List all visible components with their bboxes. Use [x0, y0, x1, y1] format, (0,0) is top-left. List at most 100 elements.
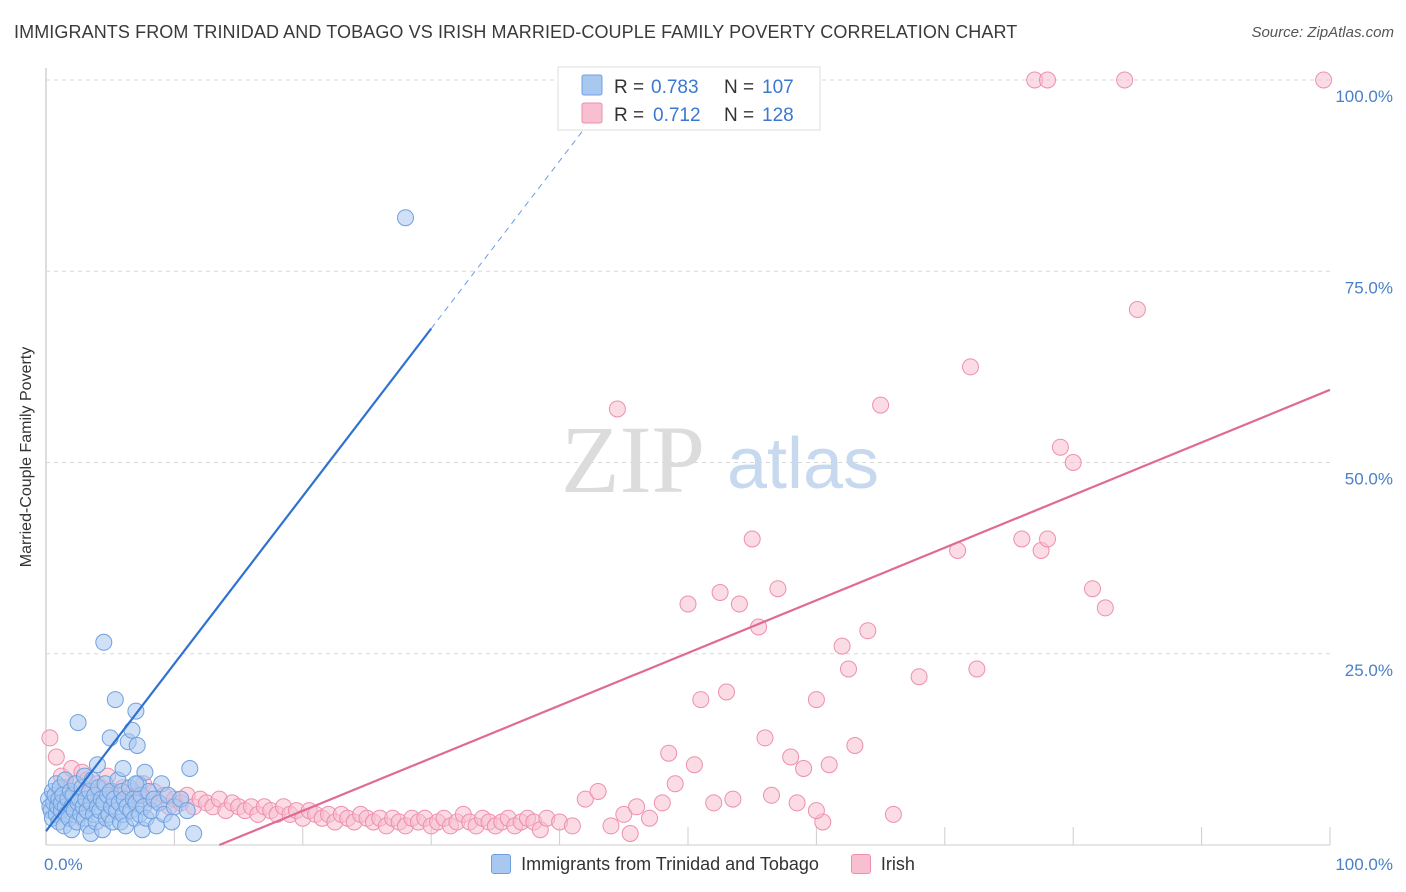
tick-labels: 25.0% 50.0% 75.0% 100.0% 0.0% 100.0% [44, 87, 1393, 874]
irish-point-126 [1096, 599, 1114, 617]
legend-label-irish: Irish [880, 853, 915, 874]
irish-point-1 [47, 748, 65, 766]
irish-point-132 [1315, 71, 1333, 89]
irish-point-89 [621, 825, 639, 842]
legend-r-label-pink: R = [614, 105, 644, 126]
trinidad-point-103 [181, 760, 199, 777]
chart-title: IMMIGRANTS FROM TRINIDAD AND TOBAGO VS I… [14, 22, 1018, 42]
irish-point-124 [1064, 454, 1082, 471]
irish-point-88 [615, 805, 633, 823]
trinidad-point-64 [106, 691, 124, 709]
irish-point-114 [846, 737, 864, 754]
legend-label-trinidad: Immigrants from Trinidad and Tobago [521, 853, 819, 874]
y-axis-label: Married-Couple Family Poverty [18, 346, 35, 568]
legend-swatch-pink [581, 102, 603, 124]
irish-point-95 [679, 595, 697, 613]
trinidad-trendline [45, 327, 433, 832]
irish-point-111 [820, 756, 838, 774]
trinidad-point-99 [163, 813, 181, 831]
irish-point-115 [859, 622, 877, 640]
legend-swatch-trinidad [491, 854, 512, 874]
irish-point-137 [788, 794, 806, 812]
irish-point-102 [730, 595, 748, 613]
irish-point-109 [807, 691, 825, 709]
y-tick-label-0: 25.0% [1345, 661, 1393, 680]
watermark-atlas: atlas [727, 424, 879, 504]
irish-point-103 [743, 530, 761, 548]
irish-point-97 [692, 691, 710, 709]
irish-point-90 [628, 798, 646, 816]
irish-point-94 [666, 775, 684, 793]
irish-point-125 [1084, 580, 1101, 598]
chart-source: Source: ZipAtlas.com [1251, 24, 1394, 41]
irish-point-121 [1013, 530, 1031, 548]
irish-point-85 [576, 790, 594, 808]
trendlines [45, 127, 1331, 847]
legend-r-value-pink: 0.712 [653, 105, 701, 126]
irish-point-0 [41, 729, 59, 747]
irish-point-107 [782, 748, 800, 766]
irish-point-117 [910, 668, 928, 686]
irish-point-99 [711, 584, 729, 601]
trinidad-point-102 [178, 802, 196, 820]
trinidad-point-71 [114, 760, 132, 777]
stats-legend: R = 0.783 N = 107 R = 0.712 N = 128 [557, 66, 821, 131]
bottom-legend: Immigrants from Trinidad and Tobago Iris… [0, 851, 1406, 877]
irish-point-106 [769, 580, 787, 598]
trinidad-trendline-extension [430, 127, 586, 329]
irish-point-134 [807, 802, 825, 820]
trinidad-point-83 [128, 737, 146, 754]
trinidad-point-30 [69, 714, 87, 732]
irish-point-133 [763, 786, 780, 804]
irish-point-136 [884, 805, 902, 823]
trinidad-point-106 [397, 209, 414, 227]
legend-r-label-blue: R = [614, 77, 644, 98]
irish-point-91 [641, 809, 658, 827]
x-tick-label-min: 0.0% [44, 855, 83, 874]
irish-point-86 [589, 783, 607, 800]
irish-point-108 [795, 760, 813, 777]
irish-point-112 [833, 637, 851, 655]
trinidad-points [40, 209, 414, 842]
irish-point-116 [872, 396, 890, 414]
irish-point-135 [608, 400, 626, 418]
irish-point-84 [563, 817, 581, 835]
watermark-zip: ZIP [561, 406, 705, 513]
irish-point-130 [1039, 71, 1056, 89]
trinidad-point-105 [127, 775, 145, 793]
irish-point-87 [602, 817, 620, 835]
y-tick-label-3: 100.0% [1335, 87, 1393, 106]
legend-swatch-blue [581, 74, 603, 96]
x-tick-label-max: 100.0% [1335, 855, 1393, 874]
irish-point-120 [968, 660, 986, 678]
irish-point-92 [653, 794, 671, 812]
legend-swatch-irish [850, 854, 871, 874]
irish-point-93 [660, 744, 678, 762]
trinidad-point-104 [185, 825, 203, 842]
trinidad-point-54 [95, 633, 113, 651]
legend-n-label-blue: N = [724, 77, 754, 98]
legend-item-irish[interactable]: Irish [850, 853, 915, 875]
irish-trendline [218, 388, 1331, 847]
y-tick-label-2: 75.0% [1345, 278, 1393, 297]
legend-r-value-blue: 0.783 [651, 77, 699, 98]
irish-point-105 [756, 729, 774, 747]
irish-point-101 [724, 790, 742, 808]
legend-n-value-blue: 107 [762, 77, 794, 98]
irish-point-123 [1039, 530, 1056, 548]
irish-point-127 [1051, 438, 1069, 456]
irish-point-119 [962, 358, 979, 376]
irish-point-128 [1128, 301, 1146, 318]
legend-n-label-pink: N = [724, 105, 754, 126]
y-tick-label-1: 50.0% [1345, 470, 1393, 489]
irish-point-131 [1116, 71, 1134, 89]
trinidad-point-89 [136, 763, 154, 781]
irish-point-113 [840, 660, 857, 678]
trinidad-point-60 [101, 729, 119, 747]
irish-point-98 [705, 794, 723, 812]
legend-item-trinidad[interactable]: Immigrants from Trinidad and Tobago [491, 854, 819, 875]
legend-n-value-pink: 128 [762, 105, 794, 126]
irish-point-96 [685, 756, 703, 774]
irish-point-100 [718, 683, 735, 701]
